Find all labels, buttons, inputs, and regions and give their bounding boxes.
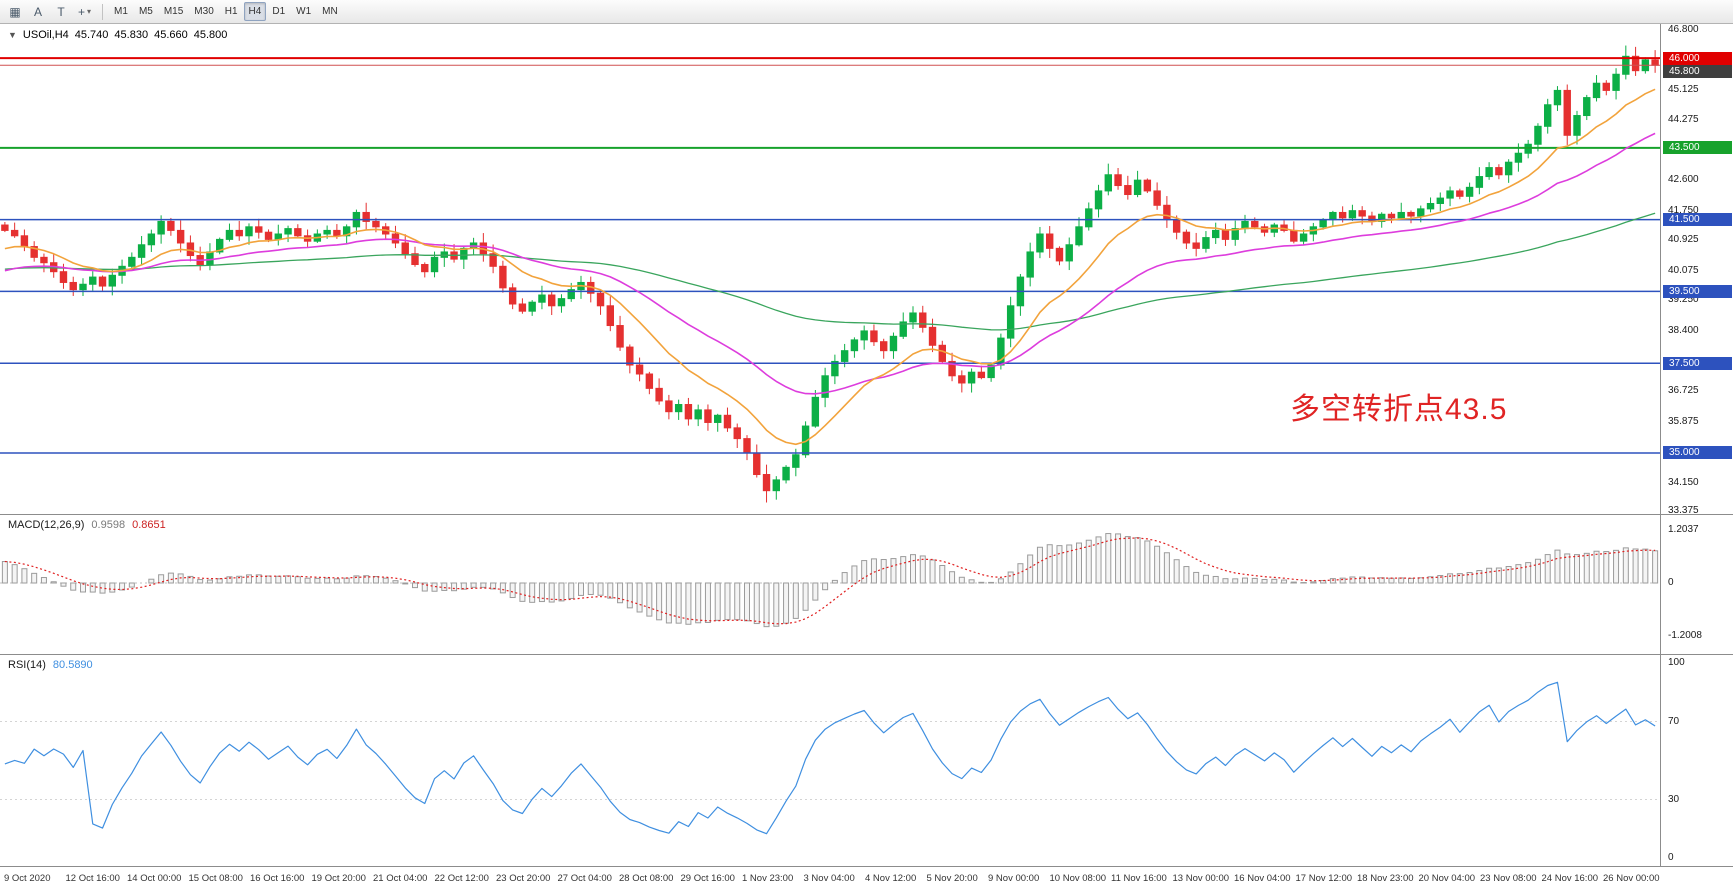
rsi-indicator-label: RSI(14) 80.5890: [8, 659, 93, 671]
timeframe-button-m1[interactable]: M1: [114, 6, 128, 17]
timeframe-button-h1[interactable]: H1: [224, 6, 238, 17]
macd-main-value: 0.9598: [91, 519, 126, 531]
time-tick-label: 17 Nov 12:00: [1295, 873, 1353, 884]
rsi-panel-divider[interactable]: [0, 654, 1733, 655]
rsi-axis-label: 70: [1668, 715, 1680, 727]
price-tick-label: 35.875: [1668, 415, 1699, 427]
timeframe-button-h4[interactable]: H4: [243, 2, 267, 21]
level-price-badge: 37.500: [1663, 356, 1732, 370]
dropdown-caret-icon: ▾: [87, 7, 92, 16]
price-tick-label: 40.925: [1668, 234, 1699, 246]
price-tick-label: 40.075: [1668, 264, 1699, 276]
time-tick-label: 23 Oct 20:00: [496, 873, 551, 884]
time-tick-label: 28 Oct 08:00: [619, 873, 674, 884]
macd-panel-canvas[interactable]: [0, 515, 1660, 654]
rsi-axis-label: 0: [1668, 852, 1674, 863]
level-price-badge: 46.000: [1663, 51, 1732, 65]
price-chart-canvas[interactable]: [0, 24, 1660, 514]
time-tick-label: 27 Oct 04:00: [557, 873, 612, 884]
level-price-badge: 43.500: [1663, 141, 1732, 155]
price-tick-label: 33.375: [1668, 505, 1699, 517]
price-tick-label: 38.400: [1668, 324, 1699, 336]
tile-windows-button[interactable]: ▦: [4, 2, 26, 21]
time-tick-label: 3 Nov 04:00: [803, 873, 855, 884]
insert-text-icon: A: [33, 4, 42, 19]
price-tick-label: 46.800: [1668, 24, 1699, 35]
time-tick-label: 16 Nov 04:00: [1234, 873, 1291, 884]
macd-axis-label: 0: [1668, 577, 1674, 588]
time-tick-label: 12 Oct 16:00: [65, 873, 120, 884]
toolbar-icon-group: ▦ A T + ▾: [4, 2, 96, 21]
time-tick-label: 9 Oct 2020: [4, 873, 51, 884]
toolbar: ▦ A T + ▾ M1 M5 M15 M30 H1 H4 D1 W1 MN: [0, 0, 1733, 24]
symbol-name: USOil,H4: [22, 29, 69, 41]
timeframe-button-m5[interactable]: M5: [138, 6, 153, 17]
time-tick-label: 24 Nov 16:00: [1541, 873, 1599, 884]
time-tick-label: 15 Oct 08:00: [188, 873, 243, 884]
time-tick-label: 14 Oct 00:00: [127, 873, 182, 884]
timeframe-button-m30[interactable]: M30: [194, 6, 214, 17]
macd-axis-label: 1.2037: [1668, 524, 1699, 536]
time-axis[interactable]: 9 Oct 2020 12 Oct 16:00 14 Oct 00:00 15 Oct…: [0, 866, 1733, 892]
macd-panel-divider[interactable]: [0, 514, 1733, 515]
time-tick-label: 18 Nov 23:00: [1357, 873, 1414, 884]
rsi-value: 80.5890: [52, 659, 93, 671]
insert-textbox-button[interactable]: T: [50, 2, 72, 21]
level-price-badge: 41.500: [1663, 213, 1732, 227]
time-tick-label: 11 Nov 16:00: [1111, 873, 1167, 884]
crosshair-tool-button[interactable]: + ▾: [73, 2, 96, 21]
chart-text-annotation: 多空转折点43.5: [1290, 393, 1508, 426]
insert-textbox-icon: T: [57, 4, 65, 19]
price-tick-label: 34.150: [1668, 477, 1699, 489]
time-tick-label: 26 Nov 00:00: [1603, 873, 1660, 884]
price-tick-label: 44.275: [1668, 114, 1699, 126]
time-tick-label: 9 Nov 00:00: [988, 873, 1040, 884]
ohlc-close: 45.800: [193, 29, 228, 41]
time-tick-label: 16 Oct 16:00: [250, 873, 305, 884]
time-tick-label: 19 Oct 20:00: [311, 873, 366, 884]
time-tick-label: 13 Nov 00:00: [1172, 873, 1230, 884]
timeframe-button-group: M1 M5 M15 M30 H1 H4 D1 W1 MN: [109, 2, 343, 21]
price-tick-label: 39.250: [1668, 294, 1699, 306]
ohlc-low: 45.660: [154, 29, 188, 41]
timeframe-button-d1[interactable]: D1: [272, 6, 286, 17]
rsi-axis-label: 30: [1668, 793, 1680, 805]
ohlc-high: 45.830: [114, 29, 149, 41]
ohlc-open: 45.740: [74, 29, 109, 41]
rsi-axis-label: 100: [1668, 657, 1685, 668]
time-tick-label: 5 Nov 20:00: [926, 873, 978, 884]
time-tick-label: 10 Nov 08:00: [1049, 873, 1107, 884]
price-tick-label: 41.750: [1668, 204, 1699, 216]
level-price-badge: 39.500: [1663, 284, 1732, 298]
time-tick-label: 1 Nov 23:00: [742, 873, 794, 884]
time-tick-label: 4 Nov 12:00: [865, 873, 917, 884]
current-price-badge: 45.800: [1663, 64, 1732, 78]
time-tick-label: 23 Nov 08:00: [1480, 873, 1537, 884]
macd-indicator-label: MACD(12,26,9) 0.9598 0.8651: [8, 519, 166, 531]
toolbar-separator: [102, 3, 104, 20]
insert-text-button[interactable]: A: [27, 2, 49, 21]
level-price-badge: 35.000: [1663, 446, 1732, 460]
time-tick-label: 20 Nov 04:00: [1418, 873, 1476, 884]
macd-signal-value: 0.8651: [132, 519, 166, 531]
price-tick-label: 45.125: [1668, 83, 1699, 95]
price-axis[interactable]: 46.800 45.125 44.275 42.600 41.750 40.925 40.0…: [1660, 24, 1733, 866]
symbol-info-line: ▼ USOil,H4 45.740 45.830 45.660 45.800: [8, 29, 227, 41]
rsi-panel-canvas[interactable]: [0, 655, 1660, 866]
time-tick-label: 21 Oct 04:00: [373, 873, 428, 884]
price-tick-label: 36.725: [1668, 385, 1699, 397]
price-tick-label: 42.600: [1668, 174, 1699, 186]
timeframe-button-mn[interactable]: MN: [322, 6, 338, 17]
chart-area: ▼ USOil,H4 45.740 45.830 45.660 45.800 多…: [0, 24, 1733, 892]
tile-windows-icon: ▦: [9, 4, 21, 19]
time-tick-label: 22 Oct 12:00: [434, 873, 489, 884]
crosshair-tool-icon: +: [78, 4, 86, 19]
timeframe-button-w1[interactable]: W1: [296, 6, 312, 17]
one-click-trading-toggle-icon[interactable]: ▼: [8, 30, 17, 40]
time-tick-label: 29 Oct 16:00: [680, 873, 735, 884]
macd-axis-label: -1.2008: [1668, 629, 1702, 641]
timeframe-button-m15[interactable]: M15: [163, 6, 184, 17]
